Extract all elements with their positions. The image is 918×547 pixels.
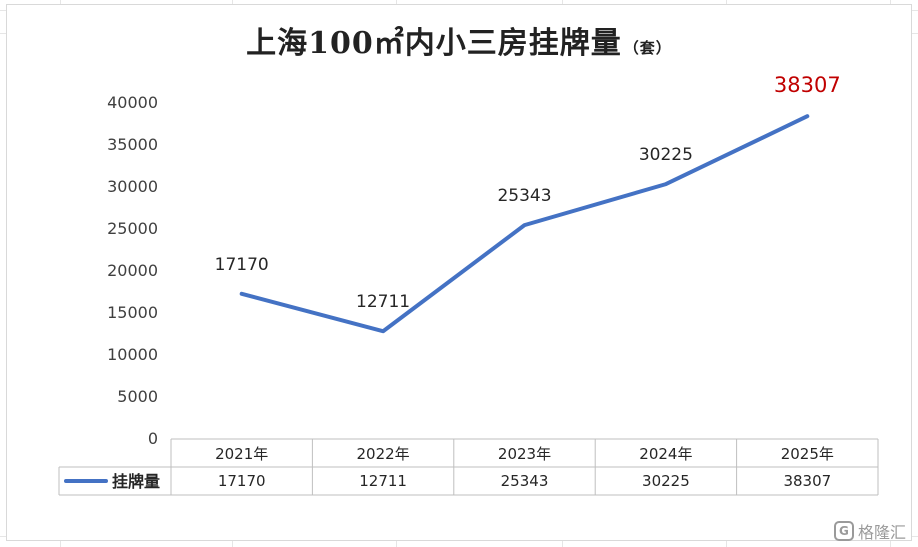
x-category-label: 2024年 (639, 445, 692, 463)
data-label: 38307 (774, 73, 841, 97)
y-tick-label: 35000 (107, 135, 158, 154)
y-tick-label: 20000 (107, 261, 158, 280)
series-line (239, 114, 810, 334)
y-tick-label: 25000 (107, 219, 158, 238)
y-tick-label: 15000 (107, 303, 158, 322)
watermark-text: 格隆汇 (857, 523, 906, 542)
data-label: 12711 (356, 292, 410, 312)
y-tick-label: 10000 (107, 345, 158, 364)
x-category-label: 2022年 (357, 445, 410, 463)
data-label: 30225 (639, 145, 693, 165)
y-tick-label: 0 (148, 429, 158, 448)
y-tick-label: 5000 (117, 387, 158, 406)
x-category-label: 2023年 (498, 445, 551, 463)
y-tick-label: 40000 (107, 93, 158, 112)
chart-title: 上海100㎡内小三房挂牌量 （套） (0, 18, 918, 62)
x-category-label: 2021年 (215, 445, 268, 463)
data-table-value: 38307 (783, 472, 831, 490)
watermark: G 格隆汇 (833, 519, 906, 543)
chart-title-unit: （套） (623, 39, 672, 57)
data-table-value: 17170 (218, 472, 266, 490)
watermark-logo-icon: G (833, 521, 854, 541)
data-label: 25343 (497, 186, 551, 206)
legend-series-label: 挂牌量 (112, 472, 160, 491)
y-tick-label: 30000 (107, 177, 158, 196)
data-table-value: 25343 (501, 472, 549, 490)
data-table-value: 12711 (359, 472, 407, 490)
data-table-value: 30225 (642, 472, 690, 490)
data-label: 17170 (215, 255, 269, 275)
x-category-label: 2025年 (781, 445, 834, 463)
chart-title-text: 上海100㎡内小三房挂牌量 (246, 26, 622, 61)
chart-area[interactable] (6, 4, 912, 541)
